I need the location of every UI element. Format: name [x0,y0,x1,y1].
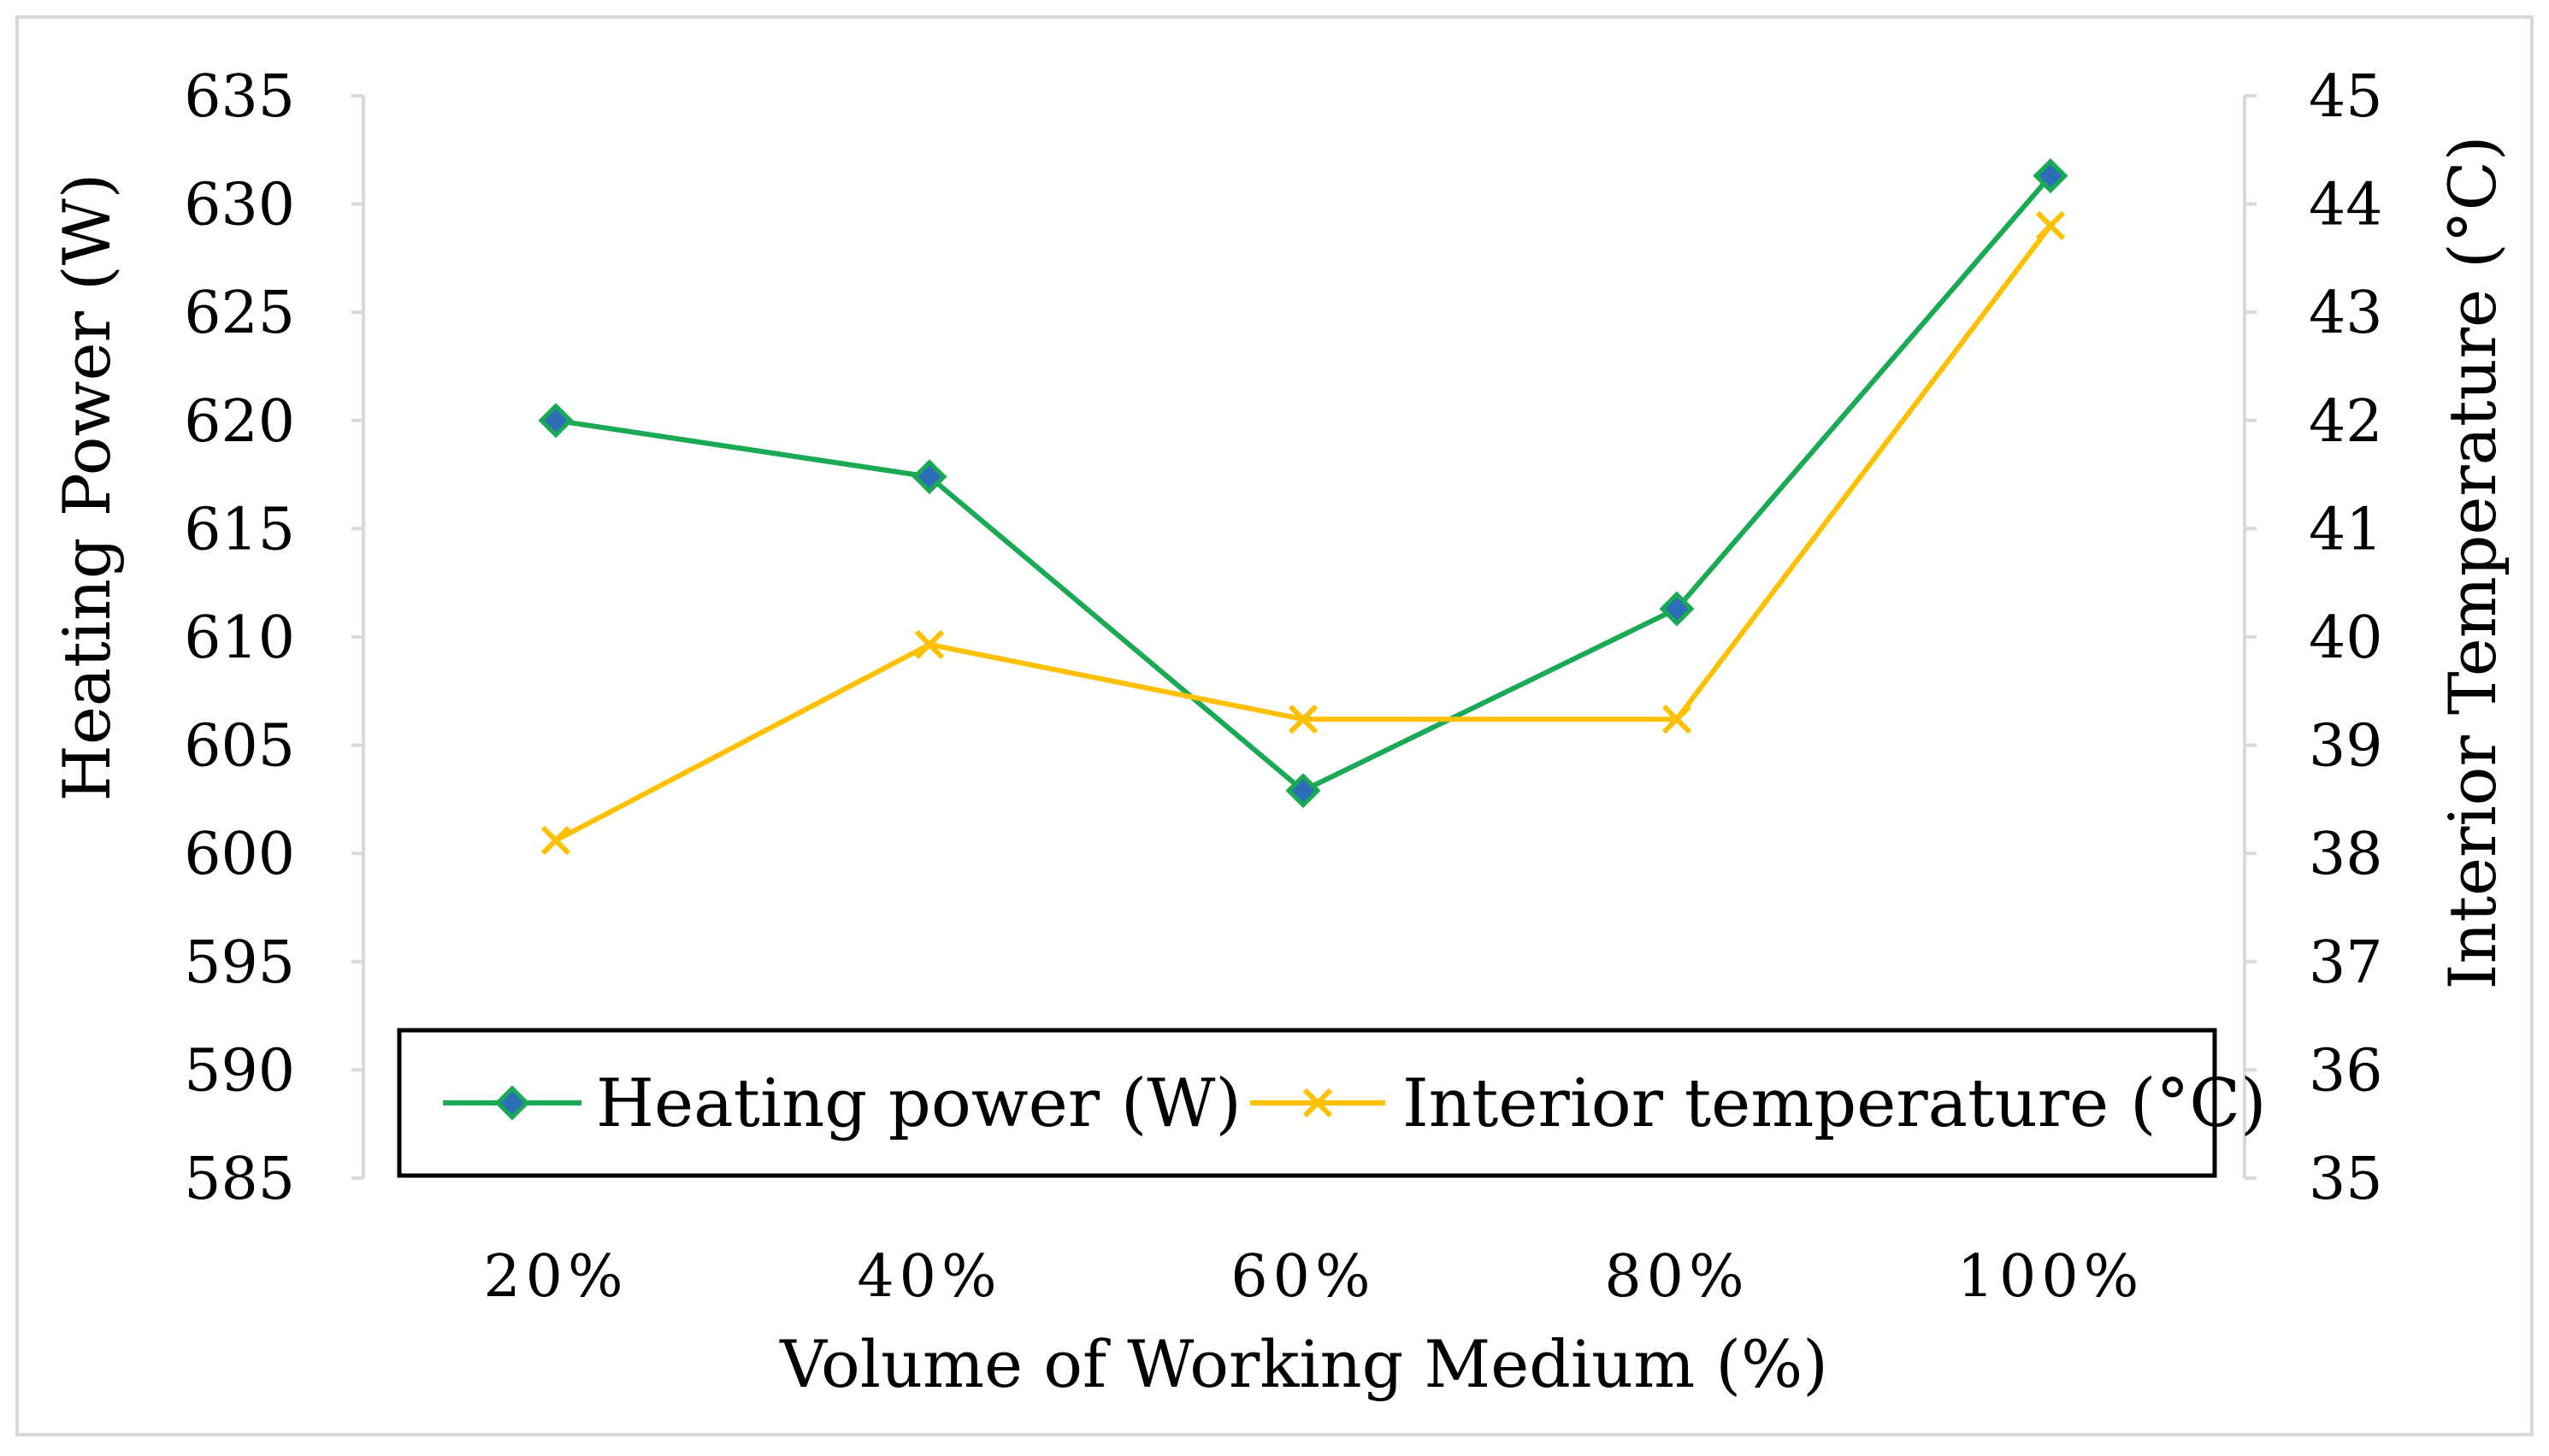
y-left-tick-label: 585 [184,1146,295,1213]
legend-marker-x [1302,1088,1333,1118]
y-axis-left-ticks: 635 630 625 620 615 610 605 600 595 590 585 [184,63,363,1213]
y-left-tick-label: 625 [184,280,295,347]
x-tick-label: 40% [857,1243,1001,1311]
legend-label-heating-power: Heating power (W) [596,1065,1242,1142]
y-right-tick-label: 42 [2309,388,2383,456]
x-tick-label: 100% [1957,1243,2144,1311]
y-left-tick-label: 595 [184,929,295,997]
point-interior-temperature [540,825,571,856]
point-heating-power [1285,773,1321,809]
series-layer [538,158,2068,856]
point-interior-temperature [1288,704,1319,734]
y-right-tick-label: 44 [2309,172,2383,239]
line-heating-power [555,174,2053,793]
x-tick-label: 60% [1230,1243,1375,1311]
y-left-tick-label: 630 [184,172,295,239]
point-interior-temperature [1661,704,1692,734]
y-right-tick-label: 35 [2309,1146,2383,1213]
y-right-tick-label: 40 [2309,604,2383,672]
legend: Heating power (W) Interior temperature (… [397,1028,2267,1178]
x-axis-ticks: 20% 40% 60% 80% 100% [483,1243,2144,1311]
y-right-tick-label: 41 [2309,496,2383,563]
y-left-tick-label: 615 [184,496,295,563]
legend-label-interior-temperature: Interior temperature (°C) [1402,1065,2267,1142]
x-axis-title: Volume of Working Medium (%) [779,1326,1828,1402]
x-tick-label: 20% [483,1243,628,1311]
line-interior-temperature [554,224,2053,843]
y-axis-title: Heating Power (W) [49,174,125,802]
point-interior-temperature [914,629,945,659]
y-left-tick-label: 620 [184,388,295,456]
x-tick-label: 80% [1604,1243,1749,1311]
point-heating-power [1659,591,1695,627]
point-heating-power [912,459,947,495]
y-right-tick-label: 43 [2309,280,2383,347]
point-heating-power [2033,158,2068,194]
point-heating-power [538,403,574,439]
y-right-tick-label: 38 [2309,821,2383,888]
y-left-tick-label: 600 [184,821,295,888]
point-interior-temperature [2035,210,2066,241]
y-left-tick-label: 610 [184,604,295,672]
y-left-tick-label: 605 [184,713,295,781]
y-right-tick-label: 39 [2309,713,2383,781]
chart-border [15,15,2534,1436]
y2-axis-title: Interior Temperature (°C) [2434,136,2511,990]
y-left-tick-label: 635 [184,63,295,131]
legend-marker-diamond [494,1085,530,1121]
y-axis-right-ticks: 45 44 43 42 41 40 39 38 37 36 35 [2245,63,2383,1213]
y-right-tick-label: 37 [2309,929,2383,997]
y-left-tick-label: 590 [184,1037,295,1105]
y-right-tick-label: 36 [2309,1037,2383,1105]
y-right-tick-label: 45 [2309,63,2383,131]
